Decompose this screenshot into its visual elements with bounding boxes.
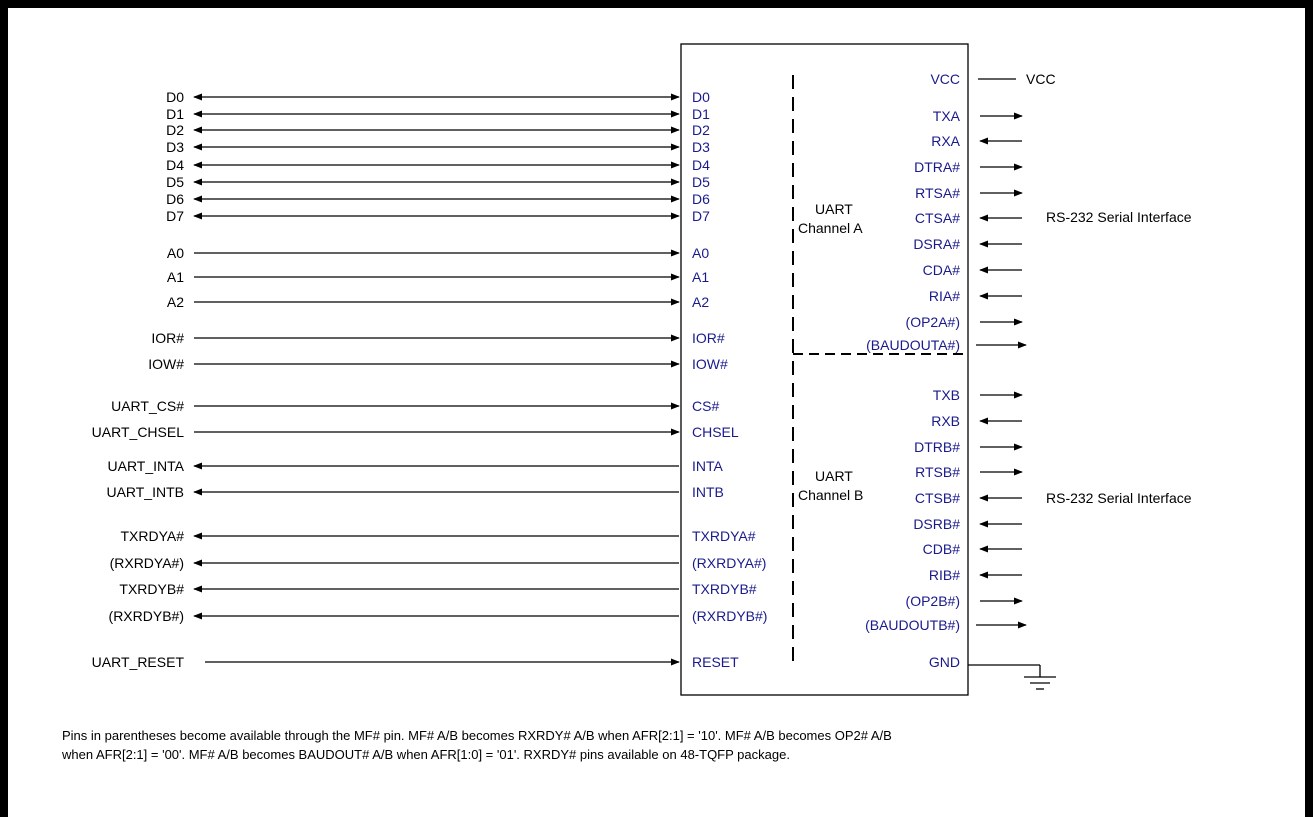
chip-pin-cdb: CDB# xyxy=(923,541,961,557)
chip-pin-d4: D4 xyxy=(692,157,710,173)
chip-pin-dtrb: DTRB# xyxy=(914,439,960,455)
chip-pin-rib: RIB# xyxy=(929,567,960,583)
right-signal-group: VCC TXA RXA DTRA# RTSA# CTSA# DSRA# CDA# RIA# (OP… xyxy=(865,71,1027,670)
chip-pin-d2: D2 xyxy=(692,122,710,138)
signal-label-d5: D5 xyxy=(166,174,184,190)
signal-label-d4: D4 xyxy=(166,157,184,173)
note-line-1: Pins in parentheses become available thr… xyxy=(62,728,892,743)
chip-pin-intb: INTB xyxy=(692,484,724,500)
signal-label-uart-inta: UART_INTA xyxy=(108,458,185,474)
chip-pin-baudouta: (BAUDOUTA#) xyxy=(866,337,960,353)
signal-label-rxrdyb: (RXRDYB#) xyxy=(109,608,184,624)
chip-pin-iow: IOW# xyxy=(692,356,728,372)
chip-pin-op2a: (OP2A#) xyxy=(906,314,960,330)
chip-pin-op2b: (OP2B#) xyxy=(906,593,960,609)
chip-pin-ior: IOR# xyxy=(692,330,725,346)
chip-pin-dsrb: DSRB# xyxy=(913,516,960,532)
chip-pin-vcc: VCC xyxy=(930,71,960,87)
chip-pin-d7: D7 xyxy=(692,208,710,224)
signal-label-a0: A0 xyxy=(167,245,184,261)
chip-pin-rxrdyb: (RXRDYB#) xyxy=(692,608,767,624)
chip-pin-chsel: CHSEL xyxy=(692,424,739,440)
ground-symbol xyxy=(968,664,1056,690)
note-line-2: when AFR[2:1] = '00'. MF# A/B becomes BA… xyxy=(61,747,790,762)
signal-label-txrdya: TXRDYA# xyxy=(120,528,184,544)
chip-pin-txrdyb: TXRDYB# xyxy=(692,581,757,597)
signal-label-txrdyb: TXRDYB# xyxy=(119,581,184,597)
chip-pin-rxb: RXB xyxy=(931,413,960,429)
chip-pin-a2: A2 xyxy=(692,294,709,310)
chip-pin-d0: D0 xyxy=(692,89,710,105)
chip-pin-a1: A1 xyxy=(692,269,709,285)
channel-a-label-line1: UART xyxy=(815,201,853,217)
signal-label-a1: A1 xyxy=(167,269,184,285)
chip-pin-inta: INTA xyxy=(692,458,724,474)
chip-pin-dsra: DSRA# xyxy=(913,236,960,252)
chip-pin-reset: RESET xyxy=(692,654,739,670)
signal-label-uart-intb: UART_INTB xyxy=(106,484,184,500)
signal-label-d7: D7 xyxy=(166,208,184,224)
chip-pin-gnd: GND xyxy=(929,654,960,670)
channel-b-label-line1: UART xyxy=(815,468,853,484)
channel-a-label-line2: Channel A xyxy=(798,220,863,236)
chip-pin-a0: A0 xyxy=(692,245,709,261)
signal-label-d1: D1 xyxy=(166,106,184,122)
chip-body xyxy=(680,43,969,696)
chip-pin-rtsb: RTSB# xyxy=(915,464,960,480)
signal-label-uart-cs: UART_CS# xyxy=(111,398,184,414)
signal-label-d3: D3 xyxy=(166,139,184,155)
chip-pin-dtra: DTRA# xyxy=(914,159,960,175)
channel-b-label-line2: Channel B xyxy=(798,487,863,503)
chip-pin-txrdya: TXRDYA# xyxy=(692,528,756,544)
chip-pin-cda: CDA# xyxy=(923,262,961,278)
chip-pin-baudoutb: (BAUDOUTB#) xyxy=(865,617,960,633)
chip-pin-d1: D1 xyxy=(692,106,710,122)
signal-label-iow: IOW# xyxy=(148,356,184,372)
chip-pin-rtsa: RTSA# xyxy=(915,185,960,201)
rs232-label-b: RS-232 Serial Interface xyxy=(1046,490,1192,506)
chip-pin-cs: CS# xyxy=(692,398,719,414)
chip-pin-d3: D3 xyxy=(692,139,710,155)
chip-pin-rxrdya: (RXRDYA#) xyxy=(692,555,766,571)
signal-label-uart-reset: UART_RESET xyxy=(92,654,185,670)
signal-label-d0: D0 xyxy=(166,89,184,105)
signal-label-d6: D6 xyxy=(166,191,184,207)
signal-label-ior: IOR# xyxy=(151,330,184,346)
signal-label-uart-chsel: UART_CHSEL xyxy=(92,424,185,440)
chip-pin-ctsb: CTSB# xyxy=(915,490,960,506)
chip-pin-d5: D5 xyxy=(692,174,710,190)
chip-pin-rxa: RXA xyxy=(931,133,960,149)
signal-label-a2: A2 xyxy=(167,294,184,310)
signal-label-d2: D2 xyxy=(166,122,184,138)
chip-pin-ria: RIA# xyxy=(929,288,960,304)
vcc-label: VCC xyxy=(1026,71,1056,87)
chip-pin-ctsa: CTSA# xyxy=(915,210,960,226)
rs232-label-a: RS-232 Serial Interface xyxy=(1046,209,1192,225)
chip-pin-txa: TXA xyxy=(933,108,961,124)
chip-pin-txb: TXB xyxy=(933,387,960,403)
signal-label-rxrdya: (RXRDYA#) xyxy=(110,555,184,571)
chip-pin-d6: D6 xyxy=(692,191,710,207)
